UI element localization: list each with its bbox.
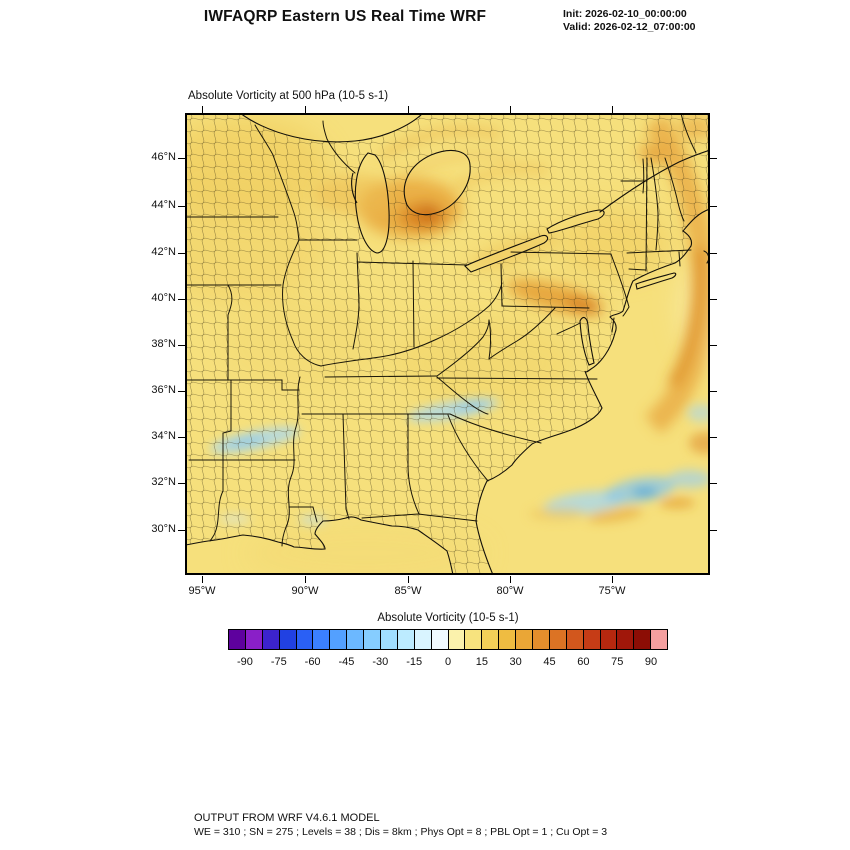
run-times: Init: 2026-02-10_00:00:00 Valid: 2026-02… [563,8,696,34]
lon-label-80w: 80°W [496,585,524,597]
colorbar-labels: -90 -75 -60 -45 -30 -15 0 15 30 45 60 75… [228,656,668,670]
lon-tick-top [305,106,306,113]
footer-model-line: OUTPUT FROM WRF V4.6.1 MODEL [194,812,380,824]
lat-label-42n: 42°N [151,246,176,258]
valid-time-label: Valid: 2026-02-12_07:00:00 [563,21,696,33]
lon-label-95w: 95°W [188,585,216,597]
colorbar-tick-label: -75 [270,656,287,668]
colorbar-segment [600,630,618,649]
colorbar-tick-label: -60 [304,656,321,668]
lat-tick-right [710,530,717,531]
colorbar-segment [482,630,500,649]
colorbar-segment [651,630,668,649]
lat-tick-right [710,437,717,438]
page-title: IWFAQRP Eastern US Real Time WRF [203,8,487,25]
colorbar-tick-label: -30 [372,656,389,668]
colorbar-tick-label: -90 [236,656,253,668]
colorbar-tick-label: 30 [509,656,522,668]
colorbar-tick-label: 15 [475,656,488,668]
colorbar-tick-label: -45 [338,656,355,668]
lat-label-46n: 46°N [151,151,176,163]
state-boundaries [185,113,697,547]
colorbar-tick-label: 60 [577,656,590,668]
lat-tick-right [710,253,717,254]
lon-tick [305,576,306,583]
colorbar-segment [516,630,534,649]
lat-tick-right [710,391,717,392]
lon-tick-top [510,106,511,113]
colorbar-tick-label: 45 [543,656,556,668]
lon-tick-top [612,106,613,113]
lon-tick [202,576,203,583]
colorbar-segment [347,630,365,649]
lat-tick-right [710,483,717,484]
lat-label-36n: 36°N [151,384,176,396]
lon-tick-top [202,106,203,113]
colorbar-segment [245,630,263,649]
colorbar-segment [279,630,297,649]
colorbar-swatches [228,629,668,650]
map-frame [185,113,710,575]
lat-label-34n: 34°N [151,430,176,442]
lat-tick-right [710,345,717,346]
lon-tick-top [408,106,409,113]
lat-tick [178,206,185,207]
lat-tick [178,345,185,346]
footer-config-line: WE = 310 ; SN = 275 ; Levels = 38 ; Dis … [194,826,608,838]
lat-tick-right [710,299,717,300]
lon-label-75w: 75°W [598,585,626,597]
colorbar-segment [566,630,584,649]
colorbar-segment [397,630,415,649]
colorbar-segment [583,630,601,649]
colorbar-segment [431,630,449,649]
lat-tick [178,391,185,392]
great-lakes [239,113,605,273]
colorbar-segment [448,630,466,649]
colorbar-tick-label: 75 [611,656,624,668]
colorbar-segment [229,630,246,649]
lon-tick [408,576,409,583]
init-time-label: Init: 2026-02-10_00:00:00 [563,8,687,20]
colorbar-segment [262,630,280,649]
colorbar-segment [465,630,483,649]
colorbar-segment [313,630,331,649]
colorbar-tick-label: 90 [644,656,658,668]
lat-label-40n: 40°N [151,292,176,304]
lat-tick [178,437,185,438]
colorbar-segment [364,630,382,649]
lon-tick [510,576,511,583]
colorbar-segment [381,630,398,649]
lat-tick-right [710,158,717,159]
coastline [185,149,710,575]
colorbar-segment [549,630,567,649]
lat-tick [178,530,185,531]
colorbar-segment [330,630,348,649]
lat-tick-right [710,206,717,207]
lat-label-32n: 32°N [151,476,176,488]
colorbar-segment [414,630,432,649]
map-svg [185,113,710,575]
colorbar-title: Absolute Vorticity (10-5 s-1) [377,612,519,624]
lat-label-38n: 38°N [151,338,176,350]
colorbar-tick-label: -15 [406,656,423,668]
lat-label-44n: 44°N [151,199,176,211]
map-panel [185,113,710,575]
lat-tick [178,299,185,300]
colorbar-segment [499,630,517,649]
colorbar-segment [634,630,652,649]
colorbar-segment [533,630,550,649]
colorbar-segment [296,630,314,649]
colorbar-tick-label: 0 [444,656,452,668]
lon-tick [612,576,613,583]
colorbar-segment [617,630,635,649]
lon-label-90w: 90°W [291,585,319,597]
field-title: Absolute Vorticity at 500 hPa (10-5 s-1) [188,90,389,102]
lat-label-30n: 30°N [151,523,176,535]
lat-tick [178,483,185,484]
lat-tick [178,253,185,254]
lat-tick [178,158,185,159]
lon-label-85w: 85°W [394,585,422,597]
